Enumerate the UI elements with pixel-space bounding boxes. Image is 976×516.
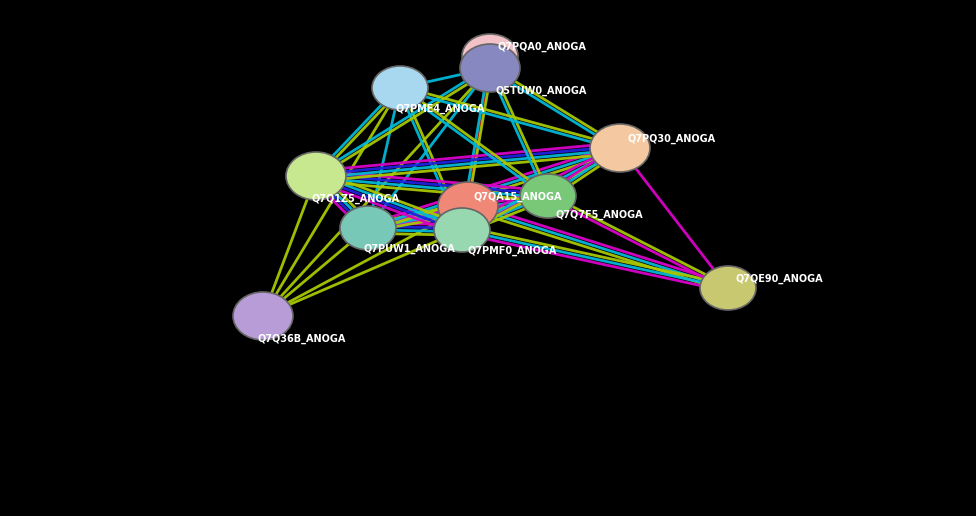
- Ellipse shape: [460, 44, 520, 92]
- Text: Q7PMF0_ANOGA: Q7PMF0_ANOGA: [468, 246, 557, 256]
- Text: Q7PUW1_ANOGA: Q7PUW1_ANOGA: [363, 244, 455, 254]
- Text: Q7PME4_ANOGA: Q7PME4_ANOGA: [395, 104, 484, 114]
- Text: Q7Q1Z5_ANOGA: Q7Q1Z5_ANOGA: [311, 194, 399, 204]
- Text: Q7PQ30_ANOGA: Q7PQ30_ANOGA: [628, 134, 716, 144]
- Text: Q5TUW0_ANOGA: Q5TUW0_ANOGA: [496, 86, 588, 96]
- Text: Q7QE90_ANOGA: Q7QE90_ANOGA: [736, 273, 824, 284]
- Ellipse shape: [372, 66, 428, 110]
- Text: Q7QA15_ANOGA: Q7QA15_ANOGA: [474, 192, 562, 202]
- Ellipse shape: [434, 208, 490, 252]
- Text: Q7PQA0_ANOGA: Q7PQA0_ANOGA: [498, 42, 587, 52]
- Ellipse shape: [700, 266, 756, 310]
- Ellipse shape: [340, 206, 396, 250]
- Ellipse shape: [520, 174, 576, 218]
- Ellipse shape: [438, 182, 498, 230]
- Text: Q7Q7F5_ANOGA: Q7Q7F5_ANOGA: [556, 209, 643, 220]
- Ellipse shape: [462, 34, 518, 78]
- Text: Q7Q36B_ANOGA: Q7Q36B_ANOGA: [258, 334, 346, 344]
- Ellipse shape: [286, 152, 346, 200]
- Ellipse shape: [233, 292, 293, 340]
- Ellipse shape: [590, 124, 650, 172]
